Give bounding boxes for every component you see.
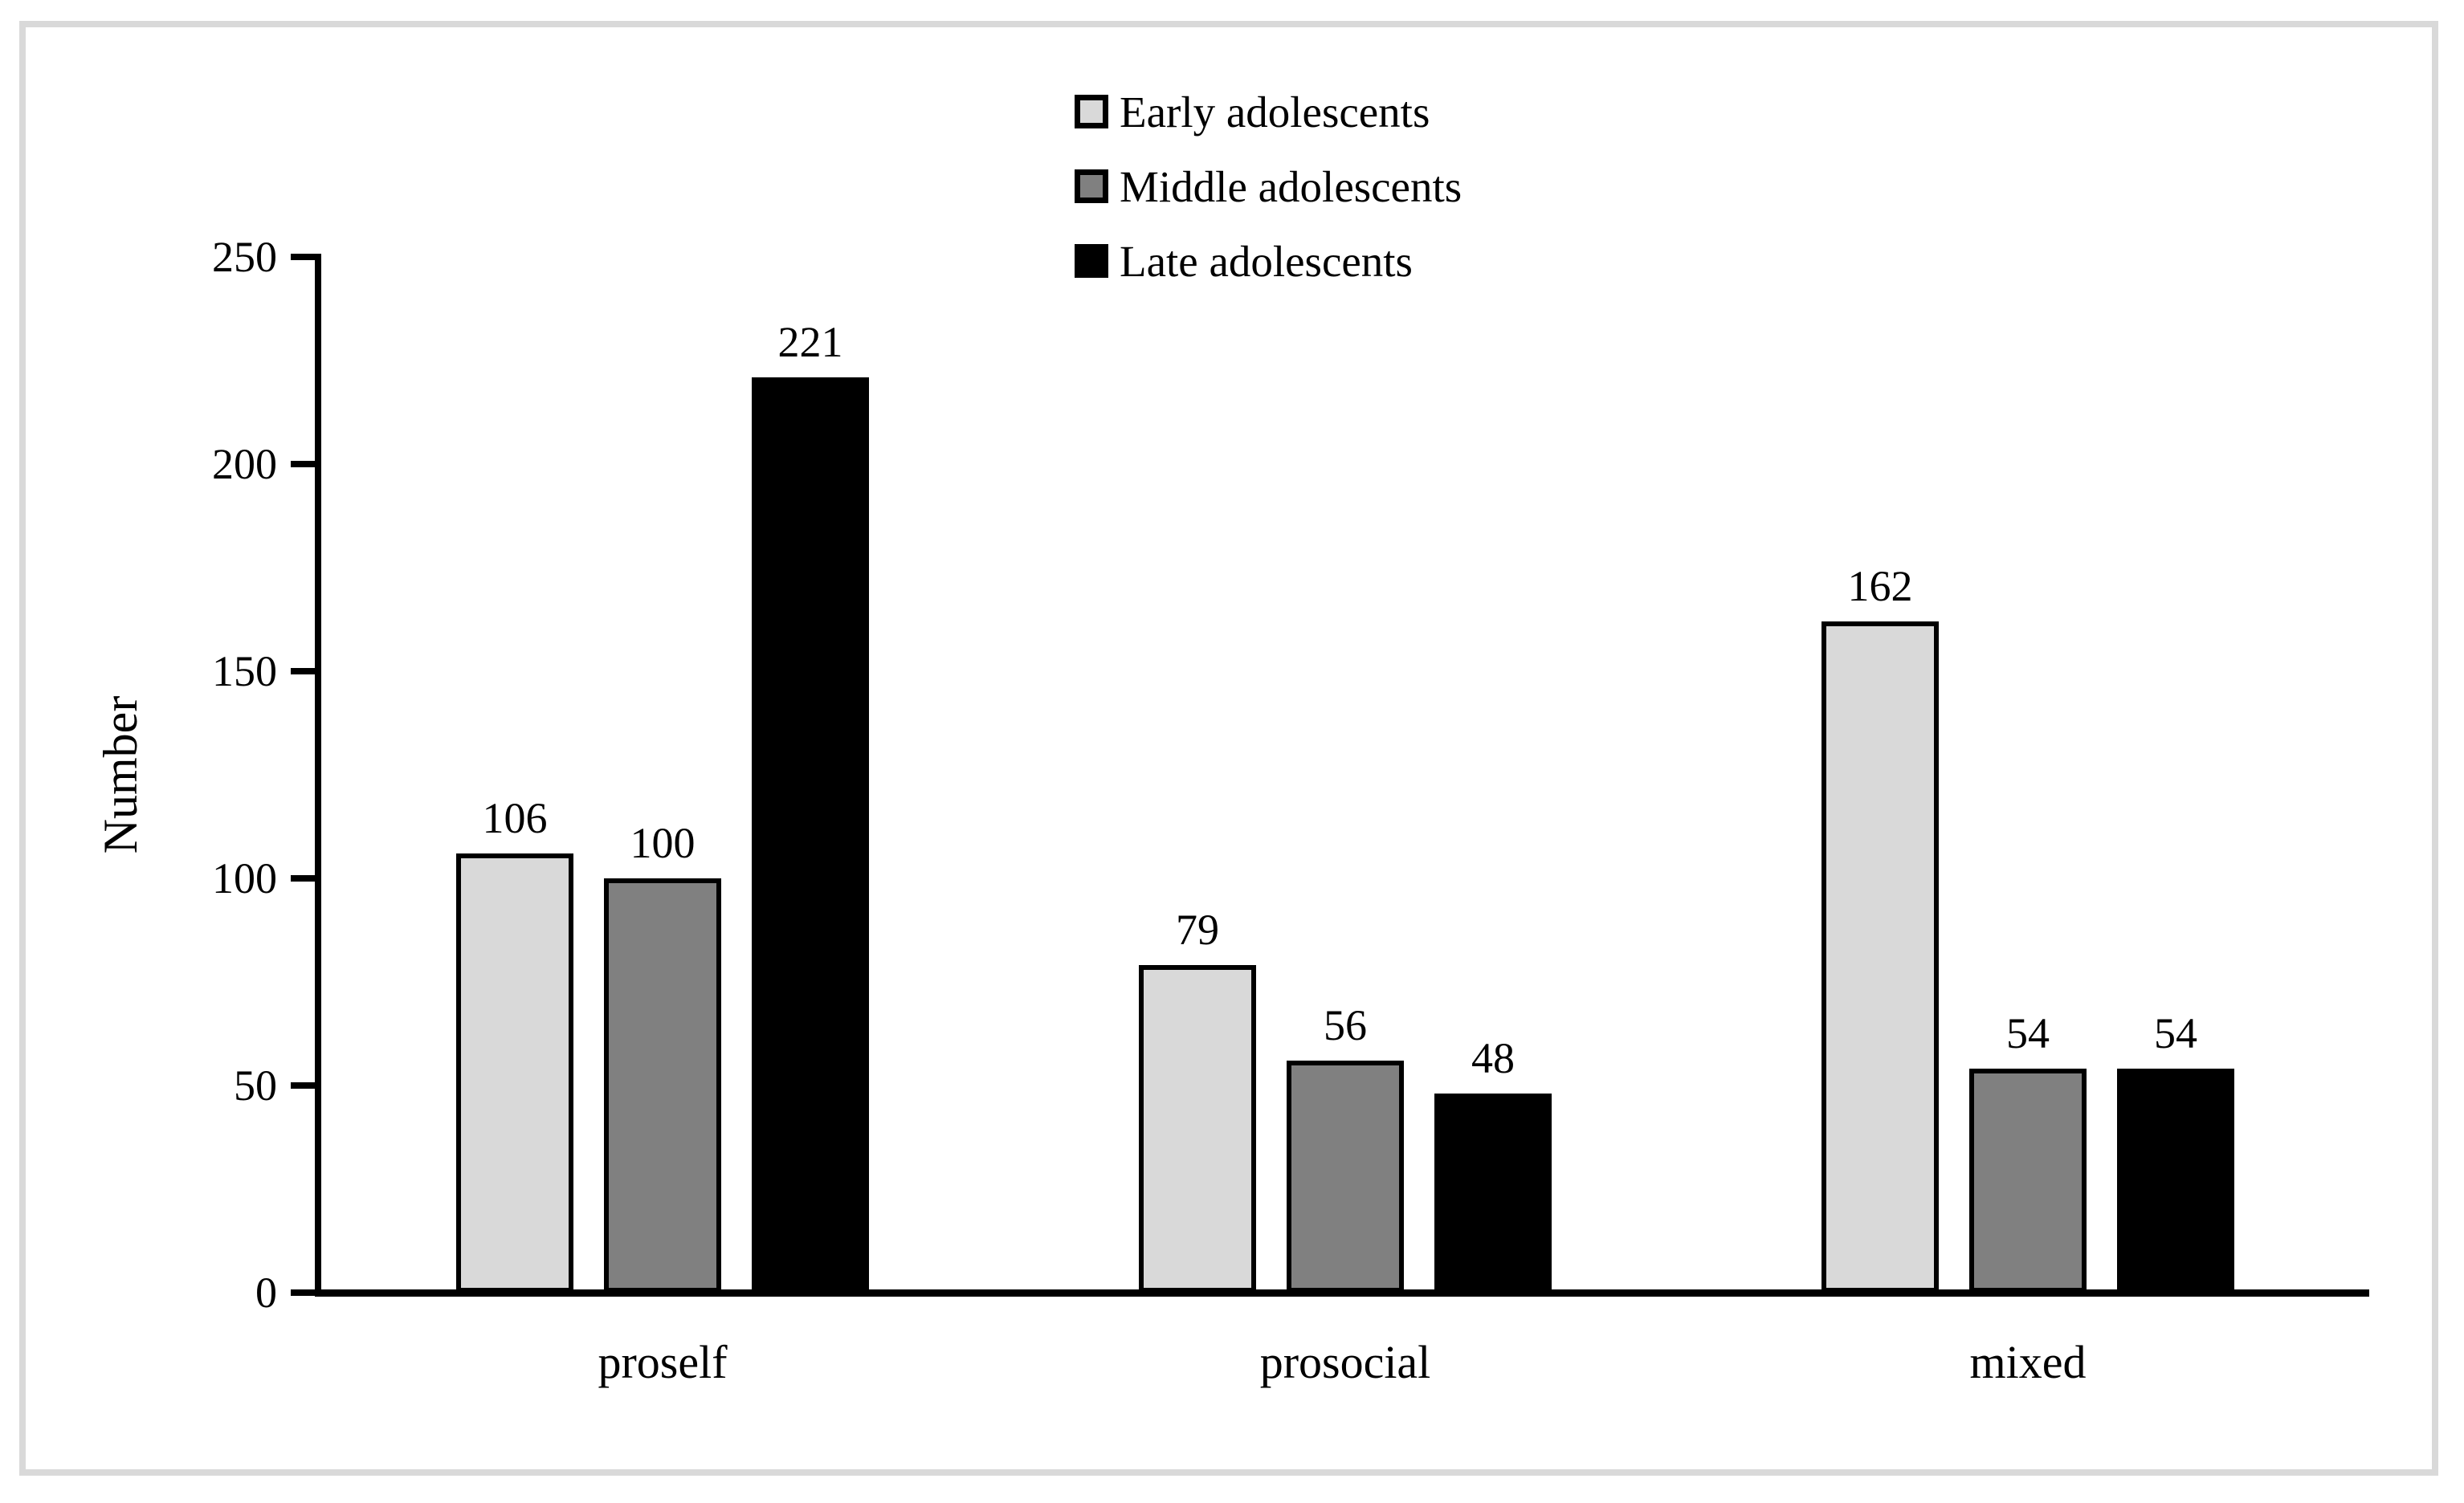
category-label-proself: proself <box>598 1336 728 1388</box>
legend-label: Middle adolescents <box>1120 161 1462 211</box>
bar-value-label: 48 <box>1471 1034 1515 1083</box>
y-tick-label: 200 <box>212 440 277 488</box>
x-axis-line <box>321 1289 2369 1297</box>
bar-proself-series-0 <box>456 853 573 1293</box>
bar-value-label: 162 <box>1847 562 1913 611</box>
y-tick-mark <box>291 1082 321 1089</box>
bar-prosocial-series-0 <box>1139 965 1256 1293</box>
bar-mixed-series-1 <box>1969 1069 2087 1293</box>
category-label-mixed: mixed <box>1969 1336 2087 1388</box>
y-tick-label: 150 <box>212 647 277 695</box>
legend-label: Early adolescents <box>1120 87 1430 136</box>
bar-proself-series-2 <box>752 377 869 1293</box>
bar-value-label: 106 <box>482 794 548 843</box>
legend-swatch-icon <box>1075 95 1108 128</box>
y-axis-line <box>315 254 321 1297</box>
y-tick-mark <box>291 875 321 882</box>
legend-item: Middle adolescents <box>1075 165 1462 209</box>
category-label-prosocial: prosocial <box>1259 1336 1431 1388</box>
y-tick-mark <box>291 1289 321 1296</box>
bar-mixed-series-2 <box>2117 1069 2234 1293</box>
figure-frame <box>19 21 2438 1476</box>
bar-value-label: 56 <box>1324 1001 1367 1050</box>
y-tick-label: 250 <box>212 233 277 281</box>
legend-item: Late adolescents <box>1075 239 1462 283</box>
bar-value-label: 54 <box>2006 1009 2050 1058</box>
y-tick-label: 0 <box>255 1269 277 1317</box>
bar-value-label: 100 <box>630 819 696 867</box>
legend-label: Late adolescents <box>1120 236 1413 286</box>
bar-value-label: 54 <box>2154 1009 2197 1058</box>
legend-swatch-icon <box>1075 244 1108 278</box>
legend-swatch-icon <box>1075 169 1108 203</box>
bar-prosocial-series-2 <box>1434 1094 1552 1293</box>
y-tick-mark <box>291 668 321 674</box>
legend-item: Early adolescents <box>1075 90 1462 134</box>
bar-prosocial-series-1 <box>1287 1061 1404 1293</box>
y-tick-label: 50 <box>234 1061 277 1110</box>
bar-value-label: 79 <box>1176 906 1219 955</box>
bar-mixed-series-0 <box>1821 621 1939 1293</box>
y-tick-label: 100 <box>212 854 277 902</box>
legend: Early adolescents Middle adolescents Late … <box>1075 90 1462 319</box>
y-tick-mark <box>291 254 321 260</box>
bar-proself-series-1 <box>604 878 721 1293</box>
y-tick-mark <box>291 461 321 467</box>
bar-value-label: 221 <box>777 317 843 366</box>
